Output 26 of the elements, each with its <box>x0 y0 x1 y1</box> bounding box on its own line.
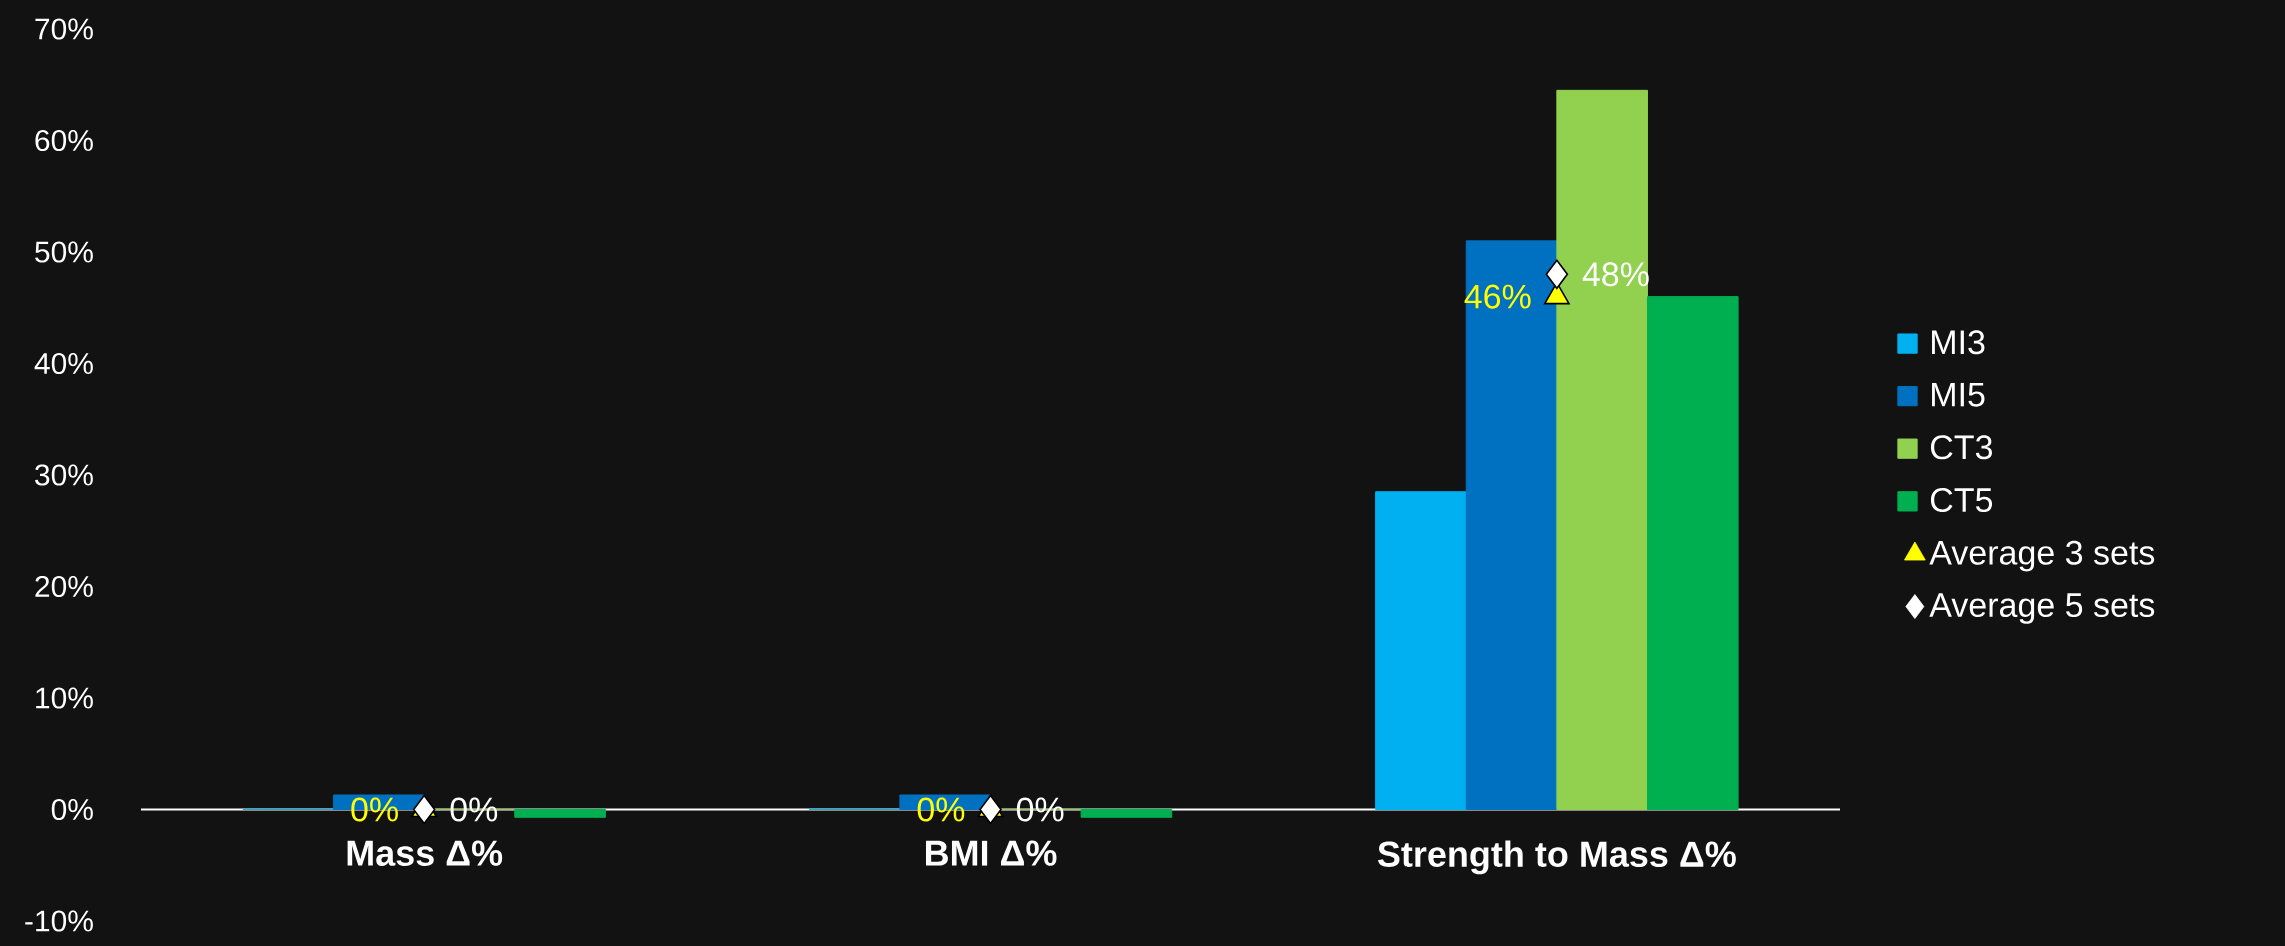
bar <box>1080 809 1173 818</box>
y-tick-label: 30% <box>35 464 93 486</box>
y-tick-label: 10% <box>36 687 93 709</box>
legend-label: CT3 <box>1930 435 1992 460</box>
x-tick-label: Strength to Mass Δ% <box>1377 840 1736 875</box>
legend-label: Average 3 sets <box>1929 540 2155 572</box>
y-tick-label: 70% <box>35 18 93 40</box>
bar <box>1646 296 1739 810</box>
bar <box>1556 89 1648 810</box>
legend-label: CT5 <box>1930 487 1993 513</box>
data-label: 0% <box>351 797 398 822</box>
legend-label: MI5 <box>1932 382 1985 407</box>
data-label: 0% <box>917 797 965 822</box>
y-tick-label: 40% <box>34 352 93 375</box>
y-tick-label: 0% <box>51 798 93 821</box>
x-tick-label: BMI Δ% <box>925 840 1057 866</box>
legend-label: MI3 <box>1932 330 1985 355</box>
x-tick-label: Mass Δ% <box>347 840 503 866</box>
y-tick-label: 50% <box>35 241 93 263</box>
y-tick-label: -10% <box>25 910 93 932</box>
legend-label: Average 5 sets <box>1929 593 2155 624</box>
y-tick-label: 60% <box>35 129 93 152</box>
y-tick-label: 20% <box>35 575 93 598</box>
bar <box>514 809 606 818</box>
bar <box>1465 240 1558 810</box>
bar <box>1375 491 1467 810</box>
